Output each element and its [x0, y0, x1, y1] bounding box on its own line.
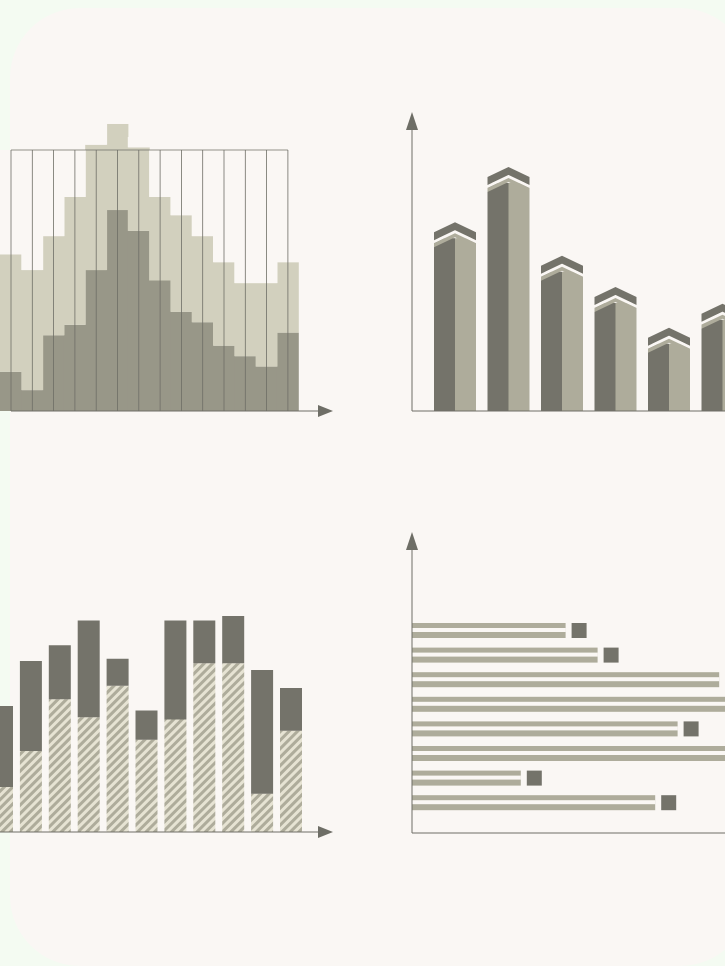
column-bar-left-1 — [434, 238, 455, 411]
stack-bar-solid-2 — [19, 661, 42, 751]
stack-bar-hatched-6 — [135, 739, 158, 832]
stack-bar-hatched-4 — [77, 717, 100, 832]
column-cap-gap-4 — [594, 295, 637, 308]
column-cap-5 — [648, 327, 690, 346]
column-bar-right-5 — [669, 343, 690, 411]
stepped-area-chart — [0, 108, 333, 417]
hbar-marker-8 — [661, 795, 677, 811]
column-bar-left-5 — [648, 343, 669, 411]
stack-bar-solid-5 — [106, 658, 129, 686]
hbar-stripe-4 — [412, 701, 725, 706]
hbar-stripe-8 — [412, 800, 656, 805]
column-top-3 — [541, 266, 583, 281]
area-step-s3-6 — [106, 108, 129, 124]
horizontal-bar-chart — [406, 532, 725, 834]
stack-bar-hatched-1 — [0, 787, 13, 832]
column-bar-chart — [406, 112, 725, 412]
column-bar-left-3 — [541, 271, 562, 411]
column-top-2 — [487, 178, 530, 192]
column-top-5 — [648, 338, 690, 353]
y-axis-arrow — [406, 112, 418, 130]
stack-bar-solid-8 — [193, 620, 216, 664]
stack-bar-solid-10 — [251, 670, 274, 794]
column-cap-6 — [701, 303, 725, 322]
stacked-bar-chart — [0, 616, 333, 838]
hbar-stripe-1 — [412, 628, 566, 632]
column-bar-right-6 — [722, 319, 725, 411]
column-cap-1 — [434, 222, 476, 241]
y-axis-arrow — [406, 532, 418, 550]
column-top-4 — [594, 298, 637, 312]
stack-bar-hatched-9 — [222, 663, 245, 832]
column-bar-right-1 — [455, 238, 476, 411]
hbar-marker-7 — [526, 770, 542, 786]
area-step-s3-5 — [85, 123, 108, 145]
stack-bar-solid-4 — [77, 620, 100, 718]
stack-bar-solid-3 — [48, 645, 71, 700]
column-cap-gap-3 — [541, 263, 583, 277]
stack-bar-solid-1 — [0, 706, 13, 787]
hbar-stripe-6 — [412, 751, 725, 755]
column-bar-right-2 — [508, 183, 530, 411]
stack-bar-hatched-5 — [106, 685, 129, 832]
hbar-stripe-5 — [412, 726, 678, 731]
column-bar-right-4 — [615, 303, 637, 411]
column-cap-3 — [541, 255, 583, 274]
column-bar-right-3 — [562, 271, 583, 411]
hbar-stripe-2 — [412, 652, 598, 657]
column-cap-gap-6 — [701, 311, 725, 325]
stack-bar-hatched-7 — [164, 719, 187, 832]
stack-bar-solid-6 — [135, 710, 158, 740]
stack-bar-hatched-8 — [193, 663, 216, 832]
area-grid — [10, 150, 289, 411]
x-axis-arrow — [318, 405, 333, 417]
column-cap-gap-2 — [487, 175, 530, 188]
hbar-stripe-3 — [412, 677, 720, 682]
column-bar-left-4 — [594, 303, 616, 411]
stack-bar-hatched-11 — [280, 730, 302, 832]
hbar-marker-2 — [603, 647, 619, 663]
column-top-6 — [701, 314, 725, 329]
stack-bar-solid-9 — [222, 616, 245, 664]
column-bar-left-2 — [487, 183, 509, 411]
stack-bar-hatched-10 — [251, 793, 274, 832]
column-bar-left-6 — [701, 319, 723, 411]
stack-bar-hatched-3 — [48, 699, 71, 832]
column-cap-gap-5 — [648, 335, 690, 349]
stack-bar-solid-11 — [280, 688, 302, 731]
stack-bar-hatched-2 — [19, 751, 42, 832]
column-cap-4 — [594, 287, 637, 305]
stack-bar-solid-7 — [164, 620, 187, 720]
hbar-stripe-7 — [412, 775, 521, 780]
column-cap-gap-1 — [434, 230, 476, 244]
column-top-1 — [434, 233, 476, 248]
hbar-marker-5 — [683, 721, 699, 737]
column-cap-2 — [487, 167, 530, 185]
x-axis-arrow — [318, 826, 333, 838]
area-step-s3-7 — [127, 136, 150, 148]
hbar-marker-1 — [571, 623, 587, 638]
